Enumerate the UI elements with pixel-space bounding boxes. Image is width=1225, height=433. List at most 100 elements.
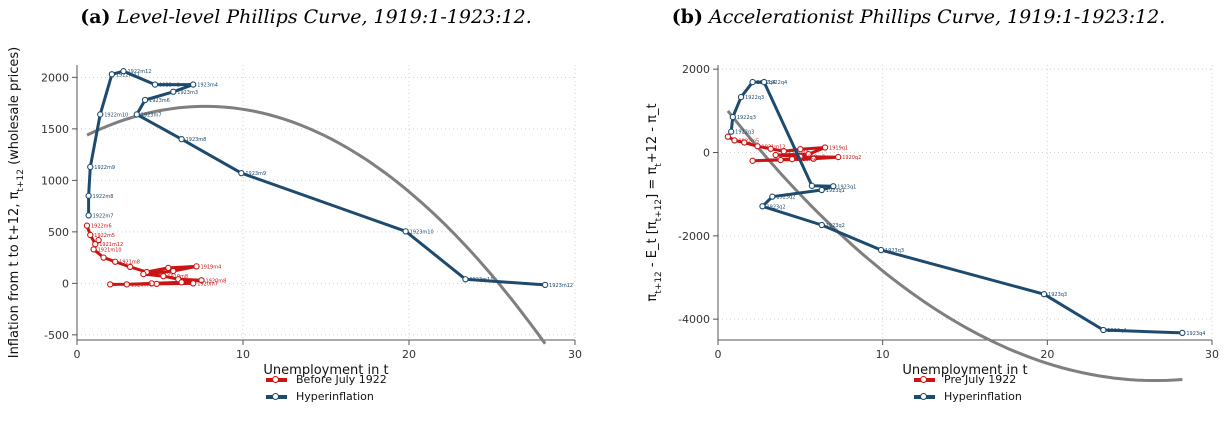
data-point: [754, 143, 761, 150]
y-axis-label: πt+12 - E_t [πt+12] = πt+12 - π_t: [645, 103, 664, 301]
x-tick-label: 0: [74, 348, 81, 361]
data-point: [729, 113, 736, 121]
point-label: 1922m5: [738, 138, 759, 144]
label-part: (wholesale prices): [7, 47, 22, 169]
legend-swatch: [266, 375, 287, 383]
point-label: 1922q3: [745, 95, 764, 101]
data-point: [835, 153, 842, 161]
data-point: [190, 81, 197, 88]
data-point: [100, 254, 107, 261]
data-point: [462, 276, 469, 283]
data-point: [1179, 329, 1186, 337]
point-label: 1921m10: [98, 247, 122, 253]
point-label: 1922m7: [93, 213, 114, 219]
point-label: 1923m12: [549, 283, 573, 289]
panel-label: (b): [671, 6, 703, 28]
chart-title: (a) Level-level Phillips Curve, 1919:1-1…: [0, 6, 612, 28]
y-tick-label: 2000: [682, 63, 710, 76]
point-label: 1923m6: [149, 98, 170, 104]
data-point: [877, 246, 885, 254]
point-label: 1921m12: [762, 144, 786, 150]
data-point: [193, 263, 200, 270]
data-point: [767, 145, 774, 152]
point-label: 1919m9: [151, 270, 172, 276]
data-point: [83, 222, 91, 229]
data-point: [165, 264, 172, 272]
point-label: 1920m4: [788, 149, 809, 155]
data-point: [90, 246, 97, 253]
legend-entry: Hyperinflation: [266, 388, 387, 405]
x-axis-label: Unemployment in t: [902, 363, 1027, 378]
series-line: [727, 135, 840, 163]
legend-label: Hyperinflation: [296, 390, 374, 403]
legend-label: Before July 1922: [296, 373, 387, 386]
data-point: [198, 277, 205, 284]
y-tick-label: 1500: [41, 123, 69, 136]
panel-b: (b) Accelerationist Phillips Curve, 1919…: [612, 0, 1225, 433]
point-label: 1922m10: [104, 112, 128, 118]
fit-curve: [726, 109, 1183, 382]
point-label: 1923q4: [1107, 328, 1126, 334]
data-point: [112, 258, 119, 265]
panel-a: (a) Level-level Phillips Curve, 1919:1-1…: [0, 0, 612, 433]
title-text: Accelerationist Phillips Curve, 1919:1-1…: [709, 6, 1166, 28]
point-label: 1923q1: [837, 184, 856, 190]
x-tick-label: 0: [715, 348, 722, 361]
label-part: - E_t [π: [645, 221, 660, 271]
point-label: 1923q3: [885, 248, 904, 254]
y-tick-label: 0: [703, 147, 710, 160]
legend-label: Pre July 1922: [944, 373, 1017, 386]
data-point: [151, 81, 159, 88]
data-point: [797, 146, 804, 153]
point-label: 1922m6: [91, 224, 112, 230]
chart-title: (b) Accelerationist Phillips Curve, 1919…: [612, 6, 1225, 28]
x-tick-label: 30: [1205, 348, 1219, 361]
data-point: [759, 203, 766, 210]
point-label: 1920m4: [131, 282, 152, 288]
x-tick-label: 20: [1040, 348, 1054, 361]
point-label: 1922q3: [737, 115, 756, 121]
data-point: [153, 280, 160, 288]
data-point: [1100, 326, 1107, 334]
data-point: [87, 231, 94, 239]
x-tick-label: 10: [876, 348, 890, 361]
x-tick-label: 30: [568, 348, 582, 361]
data-point: [769, 193, 776, 200]
y-tick-label: 0: [62, 277, 69, 290]
data-point: [805, 151, 812, 158]
data-point: [170, 88, 177, 95]
data-point: [123, 281, 130, 288]
data-point: [160, 272, 167, 280]
legend-entry: Before July 1922: [266, 371, 387, 388]
point-label: 1921m12: [99, 242, 123, 248]
data-point: [178, 136, 185, 143]
point-label: 1923q2: [826, 223, 845, 229]
data-point: [728, 128, 735, 135]
point-label: 1922q4: [768, 80, 787, 86]
title-text: Level-level Phillips Curve, 1919:1-1923:…: [116, 6, 532, 28]
point-label: 1922m12: [127, 69, 151, 75]
data-point: [541, 281, 549, 289]
data-point: [238, 169, 245, 177]
point-label: 1922q3: [735, 130, 754, 136]
data-point: [107, 281, 114, 288]
point-label: 1922m11: [116, 72, 140, 78]
data-point: [777, 156, 784, 164]
data-point: [772, 151, 779, 159]
point-label: 1923m4: [197, 83, 218, 89]
x-axis-label: Unemployment in t: [263, 363, 388, 378]
plot-area: 0 10 20 30 -500 0 500 1000 1500 2000 Unemployment …: [7, 47, 582, 378]
y-tick-label: -4000: [678, 313, 710, 326]
series-line: [87, 69, 546, 287]
data-point: [95, 236, 102, 244]
data-point: [85, 192, 92, 199]
legend-swatch: [914, 392, 935, 400]
legend-entry: Hyperinflation: [914, 388, 1022, 405]
data-point: [818, 186, 825, 194]
data-point: [760, 78, 768, 86]
data-point: [821, 144, 829, 151]
data-point: [85, 212, 92, 219]
point-label: 1923m10: [410, 229, 434, 235]
point-label: 1923m9: [245, 171, 266, 177]
